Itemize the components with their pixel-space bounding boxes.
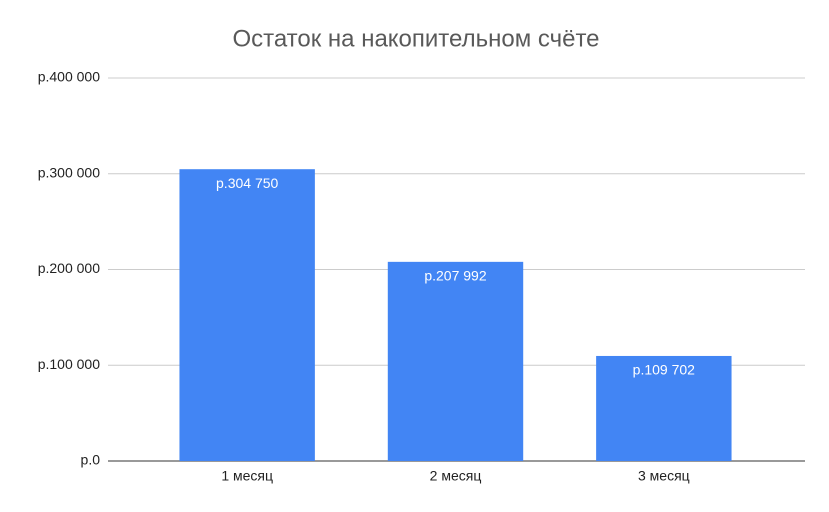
bar [179, 169, 315, 461]
bar [596, 355, 732, 461]
y-tick-label: р.300 000 [38, 164, 100, 180]
y-tick-label: р.400 000 [38, 69, 100, 85]
x-tick-label: 2 месяц [430, 468, 482, 484]
x-tick-label: 3 месяц [638, 468, 690, 484]
value-label: р.304 750 [216, 175, 278, 191]
value-label: р.207 992 [424, 268, 486, 284]
x-tick-label: 1 месяц [221, 468, 273, 484]
chart-title: Остаток на накопительном счёте [232, 25, 599, 52]
y-tick-label: р.200 000 [38, 260, 100, 276]
bar [387, 261, 524, 461]
y-tick-label: р.0 [81, 452, 101, 468]
value-label: р.109 702 [633, 362, 695, 378]
y-tick-label: р.100 000 [38, 356, 100, 372]
